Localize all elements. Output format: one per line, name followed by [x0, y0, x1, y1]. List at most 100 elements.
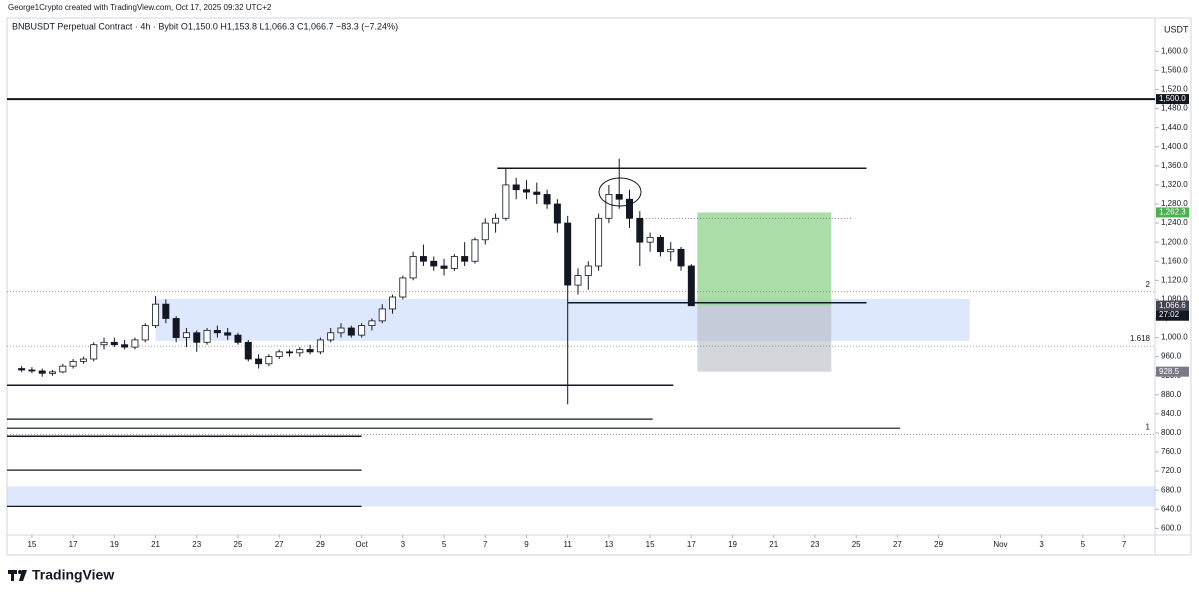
candle-body	[306, 349, 314, 353]
x-tick-label: 7	[1122, 540, 1127, 549]
y-tick-label: 1,120.0	[1161, 275, 1188, 284]
price-label: 1,066.6	[1159, 301, 1186, 310]
candle-body	[213, 329, 221, 334]
candle-body	[368, 320, 376, 327]
candle-body	[461, 256, 469, 262]
candle-body	[564, 222, 572, 286]
x-tick-label: 19	[110, 540, 119, 549]
zone	[7, 486, 1155, 507]
candle-body	[18, 368, 26, 371]
stop-zone	[697, 305, 832, 372]
candle-body	[399, 277, 407, 298]
price-label-box	[1156, 207, 1189, 218]
x-tick-label: 3	[401, 540, 406, 549]
candle-body	[450, 256, 458, 269]
x-tick-label: 17	[687, 540, 696, 549]
candle-body	[234, 334, 242, 343]
y-tick-label: 1,320.0	[1161, 180, 1188, 189]
y-tick-label: 720.0	[1161, 466, 1182, 475]
y-tick-label: 1,440.0	[1161, 123, 1188, 132]
candle-body	[389, 296, 397, 310]
y-tick-label: 1,280.0	[1161, 199, 1188, 208]
price-label: 1,500.0	[1159, 94, 1186, 103]
candle-body	[626, 198, 634, 219]
y-tick-label: 1,360.0	[1161, 161, 1188, 170]
price-label: 928.5	[1159, 367, 1180, 376]
candle-body	[255, 358, 263, 365]
price-label: 1,262.3	[1159, 208, 1186, 217]
candle-body	[409, 256, 417, 279]
candle-body	[316, 339, 324, 353]
candle-body	[265, 356, 273, 365]
candle-body	[636, 217, 644, 243]
y-tick-label: 1,560.0	[1161, 66, 1188, 75]
candle-body	[574, 275, 582, 286]
x-tick-label: 15	[27, 540, 36, 549]
candle-body	[471, 239, 479, 262]
y-tick-label: 1,080.0	[1161, 295, 1188, 304]
x-tick-label: 27	[275, 540, 284, 549]
candle-body	[121, 344, 129, 348]
candle-body	[533, 191, 541, 195]
candle-body	[286, 351, 293, 354]
candle-body	[347, 327, 355, 336]
price-label-box	[1156, 366, 1189, 377]
candle-body	[59, 365, 67, 373]
price-label-box	[1156, 300, 1189, 311]
candle-body	[553, 203, 561, 224]
annotation-ellipse	[598, 177, 642, 207]
y-tick-label: 640.0	[1161, 504, 1182, 513]
candle-body	[615, 194, 623, 200]
candle-body	[327, 332, 335, 341]
candle-body	[224, 332, 232, 336]
y-tick-label: 1,160.0	[1161, 256, 1188, 265]
candle-body	[646, 236, 654, 243]
candle-body	[430, 260, 438, 267]
x-tick-label: 25	[234, 540, 243, 549]
x-tick-label: Oct	[355, 540, 368, 549]
candle-body	[193, 332, 201, 343]
x-tick-label: 29	[934, 540, 943, 549]
y-tick-label: 840.0	[1161, 409, 1182, 418]
candle-body	[440, 265, 448, 269]
y-tick-label: 1,600.0	[1161, 46, 1188, 55]
candle-body	[677, 248, 685, 267]
candle-body	[358, 325, 366, 336]
x-tick-label: 13	[604, 540, 613, 549]
candle-body	[100, 341, 108, 346]
candle-body	[172, 318, 180, 338]
y-tick-label: 800.0	[1161, 428, 1182, 437]
x-tick-label: 7	[483, 540, 488, 549]
candle-body	[182, 332, 190, 338]
y-tick-label: 960.0	[1161, 352, 1182, 361]
candle-body	[90, 344, 98, 360]
candle-body	[69, 360, 77, 367]
x-tick-label: Nov	[993, 540, 1007, 549]
x-tick-label: 27	[893, 540, 902, 549]
x-tick-label: 19	[728, 540, 737, 549]
candle-body	[275, 351, 283, 358]
header: George1Crypto created with TradingView.c…	[8, 3, 272, 12]
logo-icon	[8, 570, 27, 581]
y-tick-label: 1,000.0	[1161, 333, 1188, 342]
countdown: 27:02	[1159, 310, 1180, 319]
candle-body	[492, 217, 500, 224]
candle-body	[543, 194, 551, 205]
x-tick-label: 15	[646, 540, 655, 549]
candle-body	[502, 184, 510, 219]
fib-label: 2	[1146, 280, 1151, 289]
candle-body	[522, 189, 530, 193]
candle-body	[656, 236, 664, 253]
x-tick-label: 5	[442, 540, 447, 549]
candle-body	[512, 184, 520, 191]
candle-body	[687, 265, 695, 307]
x-tick-label: 25	[852, 540, 861, 549]
y-tick-label: 880.0	[1161, 390, 1182, 399]
candle-body	[605, 194, 613, 219]
target-zone	[697, 212, 832, 306]
candle-body	[131, 339, 139, 348]
candle-body	[203, 329, 211, 343]
candle-body	[296, 349, 304, 354]
candle-body	[152, 303, 160, 327]
